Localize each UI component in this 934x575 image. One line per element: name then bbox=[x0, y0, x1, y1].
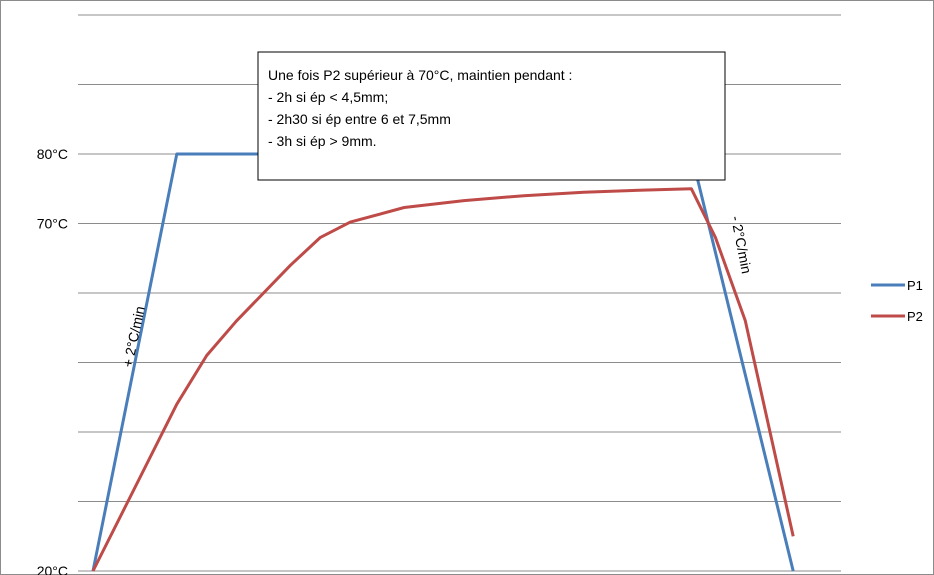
annotation-line-4: - 3h si ép > 9mm. bbox=[268, 133, 377, 149]
legend-label-p1: P1 bbox=[907, 278, 923, 293]
annotation-line-2: - 2h si ép < 4,5mm; bbox=[268, 89, 388, 105]
annotation-line-3: - 2h30 si ép entre 6 et 7,5mm bbox=[268, 111, 451, 127]
y-tick-label: 20°C bbox=[37, 563, 68, 575]
series-line-p2 bbox=[91, 187, 795, 572]
legend: P1 P2 bbox=[871, 278, 923, 324]
annotation-line-1: Une fois P2 supérieur à 70°C, maintien p… bbox=[268, 67, 572, 83]
annotation-box: Une fois P2 supérieur à 70°C, maintien p… bbox=[257, 51, 726, 181]
y-axis-tick-labels: 80°C 70°C 20°C bbox=[37, 146, 68, 575]
y-tick-label: 70°C bbox=[37, 216, 68, 232]
legend-label-p2: P2 bbox=[907, 309, 923, 324]
y-tick-label: 80°C bbox=[37, 146, 68, 162]
annotation-box-frame bbox=[257, 51, 726, 181]
